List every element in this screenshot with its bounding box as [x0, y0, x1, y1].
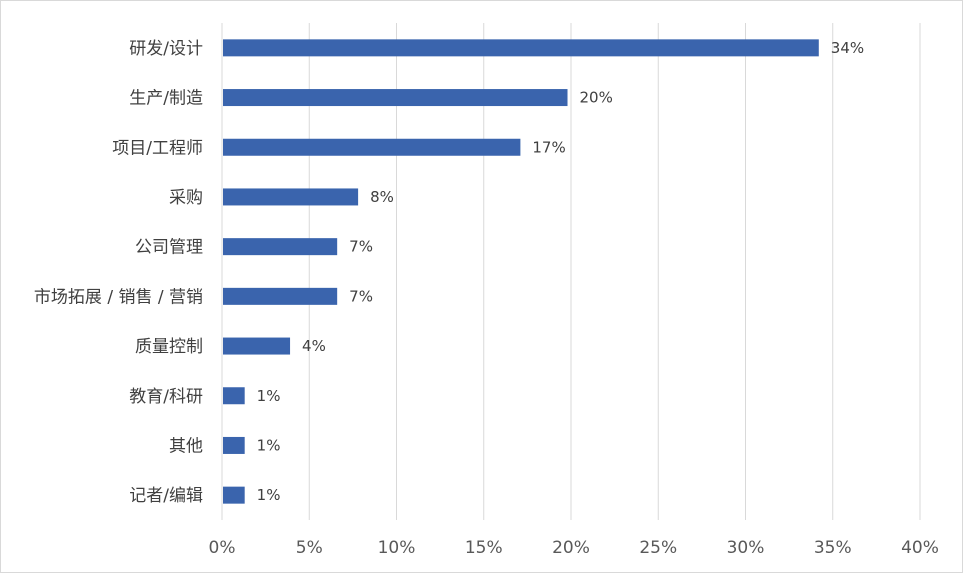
bar [223, 138, 521, 156]
x-tick-label: 15% [465, 538, 503, 558]
data-label: 1% [257, 486, 281, 504]
data-label: 8% [370, 188, 394, 206]
x-tick-label: 40% [901, 538, 939, 558]
bar [223, 238, 338, 256]
x-tick-label: 25% [639, 538, 677, 558]
data-label: 1% [257, 436, 281, 454]
x-tick-label: 20% [552, 538, 590, 558]
x-axis-tick-labels: 0% 5% 10% 15% 20% 25% 30% 35% 40% [209, 538, 939, 558]
data-label: 17% [532, 138, 565, 156]
bar [223, 387, 245, 405]
category-label: 采购 [169, 188, 203, 208]
x-tick-label: 5% [296, 538, 323, 558]
data-label: 20% [580, 89, 613, 107]
category-label: 教育/科研 [129, 387, 203, 407]
data-labels: 34% 20% 17% 8% 7% 7% 4% 1% 1% 1% [257, 39, 864, 504]
bar [223, 436, 245, 454]
data-label: 1% [257, 387, 281, 405]
bars [223, 39, 819, 504]
bar [223, 39, 819, 57]
bar [223, 486, 245, 504]
x-tick-label: 0% [209, 538, 236, 558]
data-label: 7% [349, 238, 373, 256]
category-label: 公司管理 [135, 238, 203, 258]
category-label: 质量控制 [135, 337, 203, 357]
bar [223, 337, 291, 355]
data-label: 34% [831, 39, 864, 57]
category-label: 其他 [169, 436, 203, 456]
category-label: 生产/制造 [129, 89, 203, 109]
category-label: 记者/编辑 [129, 486, 203, 506]
x-tick-label: 30% [727, 538, 765, 558]
bar [223, 89, 568, 107]
data-label: 4% [302, 337, 326, 355]
x-tick-label: 10% [378, 538, 416, 558]
data-label: 7% [349, 287, 373, 305]
x-tick-label: 35% [814, 538, 852, 558]
category-label: 市场拓展 / 销售 / 营销 [34, 287, 203, 307]
category-label: 研发/设计 [129, 39, 203, 59]
bar [223, 287, 338, 305]
bar [223, 188, 359, 206]
category-label: 项目/工程师 [112, 138, 203, 158]
